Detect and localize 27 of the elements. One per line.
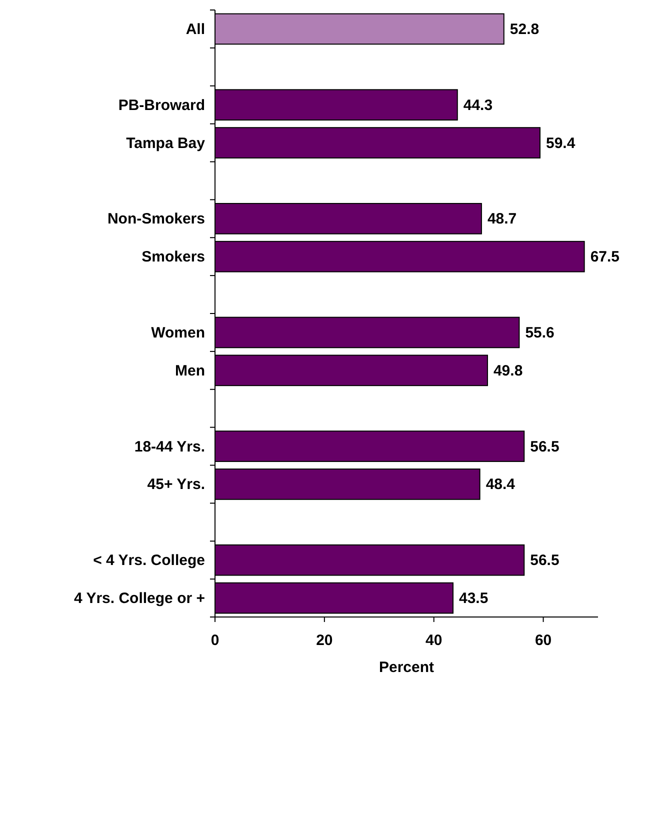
y-tick-label: PB-Broward bbox=[118, 96, 205, 114]
x-axis-title: Percent bbox=[378, 659, 434, 676]
y-tick-label: Non-Smokers bbox=[107, 210, 205, 228]
data-label: 67.5 bbox=[590, 248, 620, 266]
y-tick-label: All bbox=[186, 20, 205, 38]
data-label: 56.5 bbox=[530, 552, 560, 570]
y-tick-label: 45+ Yrs. bbox=[147, 476, 205, 494]
y-tick-label: Women bbox=[151, 324, 205, 342]
data-label: 49.8 bbox=[493, 362, 523, 380]
y-tick-label: Tampa Bay bbox=[126, 134, 206, 152]
y-tick-label: Smokers bbox=[142, 248, 205, 266]
data-label: 48.7 bbox=[487, 210, 517, 228]
x-tick-label: 40 bbox=[426, 632, 442, 649]
data-label: 48.4 bbox=[486, 476, 516, 494]
y-tick-label: 4 Yrs. College or + bbox=[74, 590, 206, 608]
data-label: 43.5 bbox=[459, 590, 488, 608]
data-label: 55.6 bbox=[525, 324, 554, 342]
data-label: 44.3 bbox=[463, 96, 493, 114]
data-label: 59.4 bbox=[546, 134, 576, 152]
y-tick-label: Men bbox=[175, 362, 205, 380]
x-tick-label: 20 bbox=[316, 632, 333, 649]
y-tick-label: 18-44 Yrs. bbox=[134, 438, 205, 456]
y-tick-label: < 4 Yrs. College bbox=[93, 552, 205, 570]
data-label: 52.8 bbox=[510, 20, 540, 38]
x-tick-label: 0 bbox=[210, 632, 220, 649]
x-tick-label: 60 bbox=[534, 632, 552, 649]
data-label: 56.5 bbox=[530, 438, 560, 456]
